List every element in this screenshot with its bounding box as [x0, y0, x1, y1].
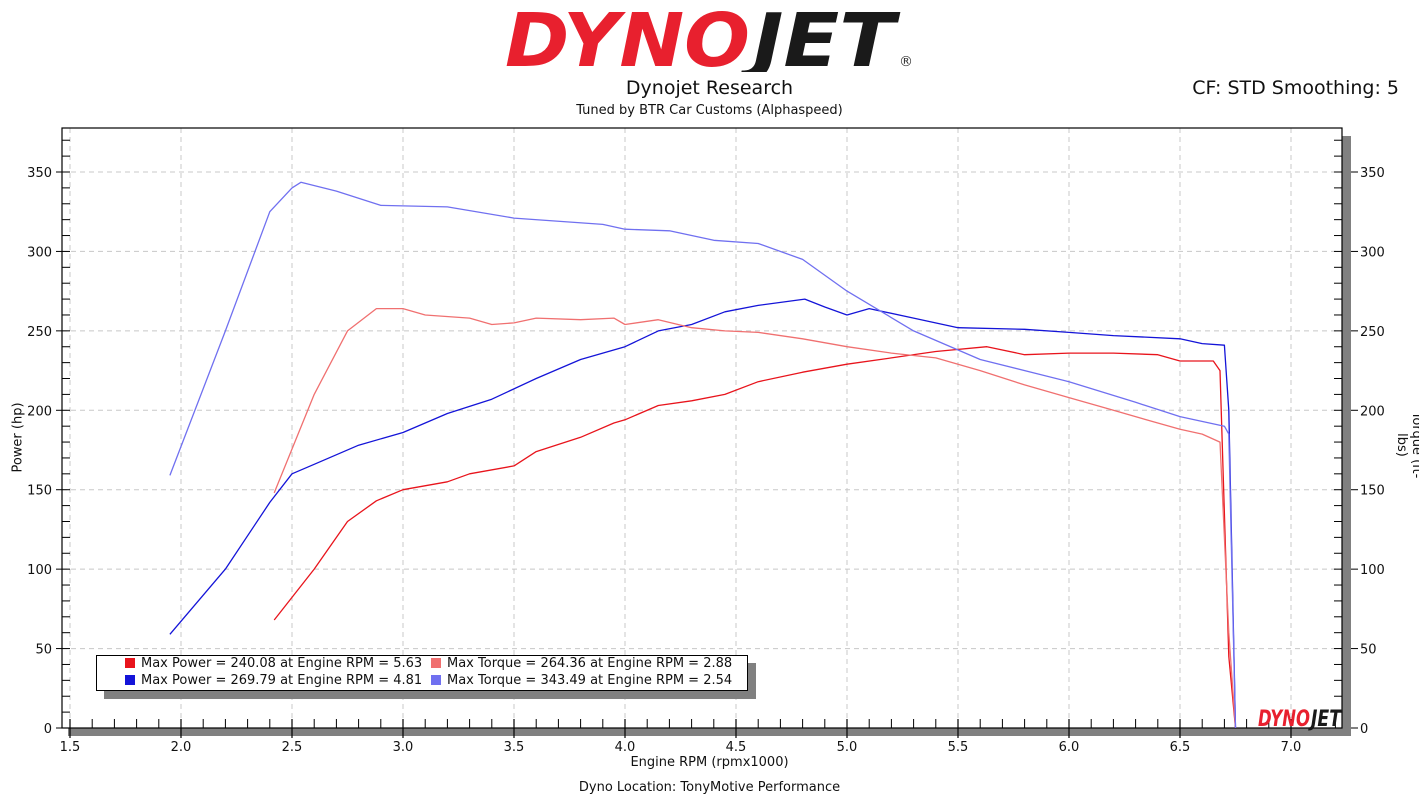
y-tick-label-left: 250 [27, 325, 52, 340]
y-tick-label-right: 0 [1360, 722, 1368, 737]
x-tick-label: 7.0 [1281, 740, 1302, 755]
y-tick-label-left: 350 [27, 166, 52, 181]
x-axis-shadow [68, 728, 1350, 736]
legend-swatch-icon [431, 675, 441, 685]
legend-swatch-icon [431, 658, 441, 668]
legend-label: Max Power = 269.79 at Engine RPM = 4.81 [141, 673, 423, 688]
legend-item-run2-torque: Max Torque = 343.49 at Engine RPM = 2.54 [431, 673, 732, 689]
y-tick-label-left: 200 [27, 404, 52, 419]
x-tick-label: 5.0 [837, 740, 858, 755]
y-tick-label-left: 0 [44, 722, 52, 737]
series-line-3 [273, 307, 1237, 729]
x-axis-label: Engine RPM (rpmx1000) [630, 755, 789, 770]
y-tick-label-right: 250 [1360, 325, 1385, 340]
y-tick-label-left: 100 [27, 563, 52, 578]
x-tick-label: 3.5 [504, 740, 525, 755]
series-line-1 [273, 346, 1237, 729]
x-tick-label: 2.5 [282, 740, 303, 755]
y-axis-shadow [1342, 136, 1351, 736]
x-tick-label: 5.5 [948, 740, 969, 755]
logo-text-black: JET [739, 6, 901, 72]
legend-label: Max Torque = 343.49 at Engine RPM = 2.54 [447, 673, 733, 688]
y-tick-label-left: 300 [27, 245, 52, 260]
chart-subtitle: Tuned by BTR Car Customs (Alphaspeed) [576, 103, 843, 118]
legend-label: Max Torque = 264.36 at Engine RPM = 2.88 [447, 656, 733, 671]
x-tick-label: 4.0 [615, 740, 636, 755]
y-tick-label-right: 350 [1360, 166, 1385, 181]
dynojet-logo: DYNO JET ® [505, 6, 913, 72]
y-axis-label-power: Power (hp) [10, 402, 26, 473]
y-tick-label-right: 300 [1360, 245, 1385, 260]
dyno-location: Dyno Location: TonyMotive Performance [578, 780, 841, 795]
legend: Max Power = 240.08 at Engine RPM = 5.63 … [96, 655, 748, 691]
series-line-4 [169, 181, 1237, 729]
y-tick-label-right: 150 [1360, 484, 1385, 499]
logo-text-red: DYNO [505, 6, 750, 72]
legend-label: Max Power = 240.08 at Engine RPM = 5.63 [141, 656, 423, 671]
legend-swatch-icon [125, 675, 135, 685]
chart-title: Dynojet Research [625, 77, 794, 99]
plot-frame [61, 127, 1343, 729]
series-line-2 [169, 298, 1237, 729]
x-tick-label: 2.0 [171, 740, 192, 755]
watermark-logo-red: DYNO [1258, 707, 1310, 732]
legend-item-run1-power: Max Power = 240.08 at Engine RPM = 5.63 [125, 656, 422, 672]
x-tick-label: 1.5 [60, 740, 81, 755]
legend-item-run2-power: Max Power = 269.79 at Engine RPM = 4.81 [125, 673, 422, 689]
y-tick-label-left: 50 [35, 643, 52, 658]
correction-factor-smoothing: CF: STD Smoothing: 5 [1192, 77, 1399, 99]
legend-item-run1-torque: Max Torque = 264.36 at Engine RPM = 2.88 [431, 656, 732, 672]
x-tick-label: 6.5 [1170, 740, 1191, 755]
registered-mark: ® [899, 54, 913, 70]
y-tick-label-left: 150 [27, 484, 52, 499]
x-tick-label: 3.0 [393, 740, 414, 755]
y-tick-label-right: 100 [1360, 563, 1385, 578]
x-tick-label: 6.0 [1059, 740, 1080, 755]
watermark-logo-black: JET [1308, 707, 1343, 732]
x-tick-label: 4.5 [726, 740, 747, 755]
y-tick-label-right: 200 [1360, 404, 1385, 419]
y-axis-label-torque: Torque (ft-lbs) [1394, 411, 1419, 479]
y-tick-label-right: 50 [1360, 643, 1377, 658]
legend-swatch-icon [125, 658, 135, 668]
